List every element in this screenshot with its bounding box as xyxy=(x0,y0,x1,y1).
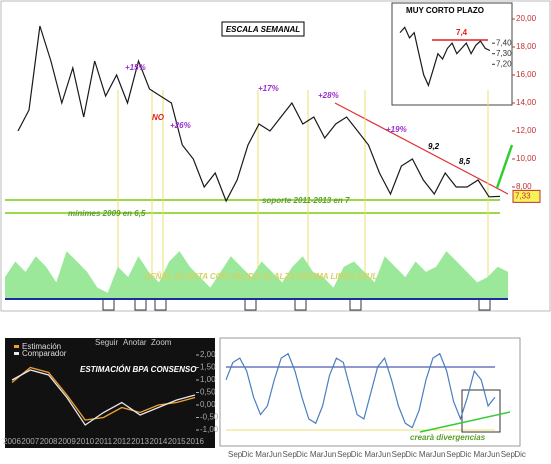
chart-title: ESCALA SEMANAL xyxy=(226,25,300,34)
x-axis-label: Jun xyxy=(433,450,446,459)
annotation: +26% xyxy=(170,121,191,130)
x-axis-label: Sep xyxy=(337,450,352,459)
y-tick-label: -1,00 xyxy=(200,425,219,434)
x-tick-label: 2013 xyxy=(131,437,149,446)
x-axis-label: Jun xyxy=(487,450,500,459)
y-tick-label: 0,00 xyxy=(200,400,216,409)
toolbar-button: Zoom xyxy=(151,338,172,347)
inset-annotation: 7,4 xyxy=(456,28,468,37)
y-tick-label: 7,30 xyxy=(496,49,512,58)
annotation: 8,5 xyxy=(459,157,471,166)
annotation: soporte 2011-2013 en 7 xyxy=(262,196,350,205)
bpa-line xyxy=(11,366,196,421)
x-axis-label: Dic xyxy=(296,450,308,459)
trend-line xyxy=(334,102,509,195)
y-tick-label: 1,50 xyxy=(200,363,216,372)
x-tick-label: 2016 xyxy=(186,437,204,446)
y-tick-label: 12,00 xyxy=(516,126,537,135)
x-tick-label: 2006 xyxy=(3,437,21,446)
y-tick-label: 7,20 xyxy=(496,59,512,68)
x-axis-label: Jun xyxy=(378,450,391,459)
y-tick-label: 2,00 xyxy=(200,350,216,359)
price-line xyxy=(399,26,491,88)
y-tick-label: 10,00 xyxy=(516,154,537,163)
bpa-frame xyxy=(5,338,215,448)
x-axis-label: Sep xyxy=(228,450,243,459)
x-tick-label: 2009 xyxy=(58,437,76,446)
divergence-box xyxy=(461,389,501,433)
x-axis-label: Dic xyxy=(351,450,363,459)
x-tick-label: 2008 xyxy=(40,437,58,446)
y-tick-label: 16,00 xyxy=(516,70,537,79)
x-axis-label: Sep xyxy=(446,450,461,459)
x-axis-label: Dic xyxy=(514,450,526,459)
y-tick-label: 14,00 xyxy=(516,98,537,107)
signal-area xyxy=(5,251,508,298)
divergence-line xyxy=(419,411,511,433)
x-axis-label: Jun xyxy=(269,450,282,459)
inset-title: MUY CORTO PLAZO xyxy=(406,6,484,15)
legend-label: Estimación xyxy=(22,342,61,351)
bpa-title: ESTIMACIÓN BPA CONSENSO xyxy=(80,365,197,374)
y-tick-label: 1,00 xyxy=(200,375,216,384)
oscillator-frame xyxy=(219,337,521,447)
bpa-line xyxy=(11,369,196,426)
legend-swatch xyxy=(14,345,19,348)
x-tick-label: 2011 xyxy=(95,437,113,446)
x-axis-label: Mar xyxy=(364,450,378,459)
annotation: mínimes 2009 en 6,5 xyxy=(68,209,146,218)
x-axis-label: Dic xyxy=(405,450,417,459)
x-axis-label: Mar xyxy=(310,450,324,459)
y-tick-label: -0,50 xyxy=(200,413,219,422)
x-axis-label: Sep xyxy=(283,450,298,459)
x-tick-label: 2007 xyxy=(21,437,39,446)
x-tick-label: 2012 xyxy=(113,437,131,446)
toolbar-button: Seguir xyxy=(95,338,118,347)
x-axis-label: Dic xyxy=(460,450,472,459)
x-axis-label: Dic xyxy=(242,450,254,459)
x-axis-label: Sep xyxy=(392,450,407,459)
legend-swatch xyxy=(14,352,19,355)
y-tick-label: 7,40 xyxy=(496,38,512,47)
x-tick-label: 2015 xyxy=(168,437,186,446)
legend-label: Comparador xyxy=(22,349,67,358)
x-axis-label: Mar xyxy=(419,450,433,459)
y-tick-label: 18,00 xyxy=(516,42,537,51)
x-tick-label: 2010 xyxy=(76,437,94,446)
x-axis-label: Jun xyxy=(323,450,336,459)
annotation: +15% xyxy=(125,63,146,72)
price-line xyxy=(17,25,501,203)
y-tick-label: 8,00 xyxy=(516,182,532,191)
x-axis-label: Sep xyxy=(501,450,516,459)
signal-title: SEÑAL ALCISTA CON SALIDA AL ALZA ENCIMA … xyxy=(145,272,378,281)
price-line xyxy=(225,352,496,429)
last-value-label: 7,33 xyxy=(515,191,531,200)
annotation: 9,2 xyxy=(428,142,440,151)
green-arrow xyxy=(495,144,514,189)
x-axis-label: Mar xyxy=(255,450,269,459)
title-box xyxy=(221,21,305,37)
annotation: NO xyxy=(152,113,165,122)
annotation: +28% xyxy=(318,91,339,100)
y-tick-label: 0,50 xyxy=(200,388,216,397)
last-value-box xyxy=(512,189,541,203)
annotation: +17% xyxy=(258,84,279,93)
toolbar-button: Anotar xyxy=(123,338,147,347)
x-axis-label: Mar xyxy=(473,450,487,459)
x-tick-label: 2014 xyxy=(150,437,168,446)
osc-annotation: crearà divergencias xyxy=(410,433,486,442)
annotation: +19% xyxy=(386,125,407,134)
y-tick-label: 20,00 xyxy=(516,14,537,23)
